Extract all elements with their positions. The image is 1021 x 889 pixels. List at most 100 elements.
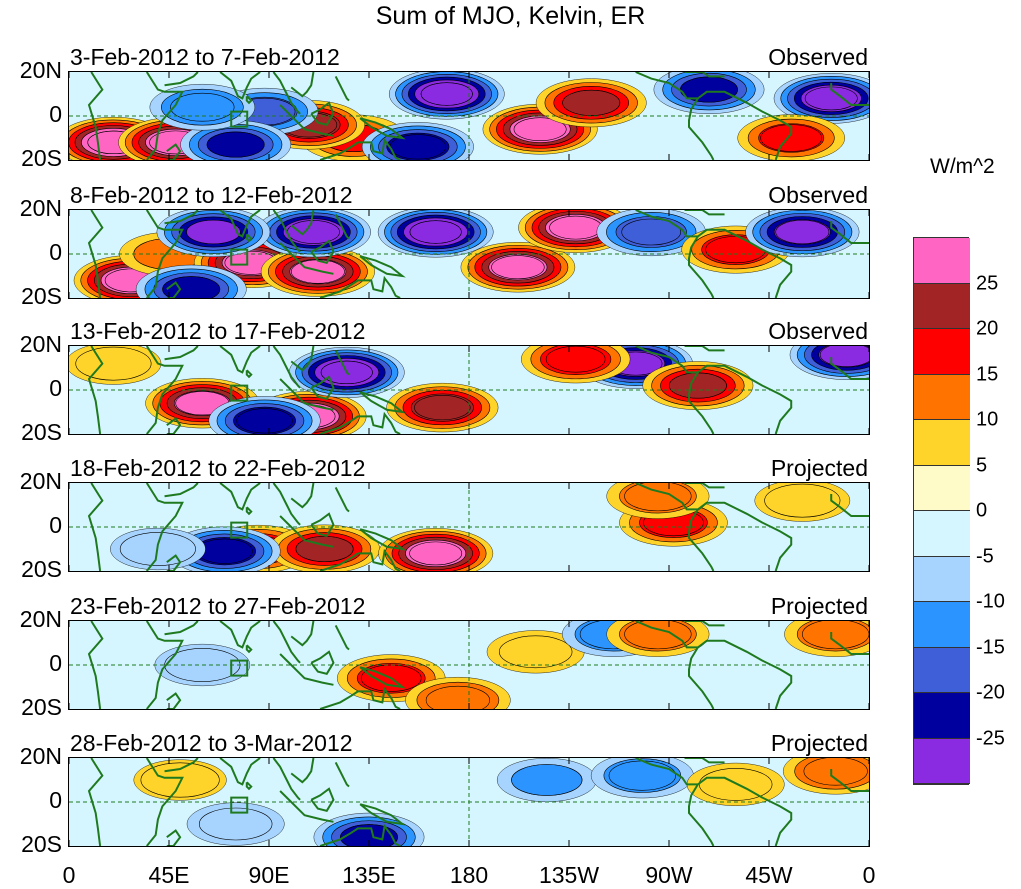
anomaly-contour xyxy=(764,483,841,518)
colorbar-tick-label: -25 xyxy=(976,727,1005,749)
longitude-label: 45E xyxy=(148,862,190,888)
map-plot xyxy=(68,620,870,710)
coastline xyxy=(272,483,301,526)
colorbar-tick-label: 15 xyxy=(976,363,999,385)
map-panel: 18-Feb-2012 to 22-Feb-2012 Projected xyxy=(68,455,870,572)
coastline xyxy=(245,369,253,379)
anomaly-contour xyxy=(162,276,221,298)
longitude-label: 90W xyxy=(645,862,693,888)
coastline xyxy=(688,783,715,846)
anomaly-contour xyxy=(760,124,823,152)
region-box xyxy=(230,248,249,266)
latitude-label: 20N xyxy=(19,331,62,357)
coastline xyxy=(279,653,334,686)
colorbar-box xyxy=(914,647,970,693)
coastline xyxy=(334,761,350,788)
coastline xyxy=(290,621,315,647)
anomaly-contour xyxy=(414,395,471,421)
coastline xyxy=(684,621,725,627)
latitude-label: 20N xyxy=(19,743,62,769)
colorbar xyxy=(913,237,970,785)
anomaly-contour xyxy=(802,621,869,650)
anomaly-contour xyxy=(562,89,621,116)
colorbar-box xyxy=(914,283,970,329)
coastline xyxy=(290,758,315,784)
colorbar-tick-label: -10 xyxy=(976,590,1005,613)
coastline xyxy=(359,528,406,551)
anomaly-contour xyxy=(511,764,583,796)
colorbar-tick-label: -20 xyxy=(976,681,1005,704)
colorbar-box xyxy=(914,374,970,420)
colorbar-box xyxy=(914,693,970,739)
anomaly-contour xyxy=(186,219,241,245)
panel-date-label: 18-Feb-2012 to 22-Feb-2012 xyxy=(70,455,366,481)
map-panel: 8-Feb-2012 to 12-Feb-2012 Observed xyxy=(68,182,870,299)
coastline xyxy=(166,829,182,846)
longitude-label: 90E xyxy=(248,862,290,888)
panel-type-label: Observed xyxy=(768,182,868,208)
coastline xyxy=(164,758,199,773)
coastline xyxy=(279,242,334,275)
coastline xyxy=(272,621,301,664)
anomaly-contour xyxy=(621,218,682,246)
region-box xyxy=(230,521,249,539)
coastline xyxy=(145,346,184,434)
colorbar-tick-label: 25 xyxy=(976,272,999,294)
anomaly-contour xyxy=(236,408,293,434)
coastline xyxy=(245,781,253,791)
map-plot xyxy=(68,345,870,435)
coastline xyxy=(688,97,715,160)
coastline xyxy=(145,758,184,846)
map-panel: 13-Feb-2012 to 17-Feb-2012 Observed xyxy=(68,318,870,435)
coastline xyxy=(319,137,401,160)
coastline xyxy=(272,346,301,389)
longitude-label: 0 xyxy=(62,862,76,888)
colorbar-box xyxy=(914,420,970,466)
anomaly-contour xyxy=(545,346,606,373)
anomaly-contour xyxy=(75,346,152,381)
anomaly-contour xyxy=(170,92,235,122)
panel-date-label: 23-Feb-2012 to 27-Feb-2012 xyxy=(70,593,366,619)
coastline xyxy=(245,644,253,654)
coastline xyxy=(219,758,261,786)
coastline xyxy=(145,483,184,571)
anomaly-contour xyxy=(420,82,473,106)
coastline xyxy=(219,72,261,100)
chart-title: Sum of MJO, Kelvin, ER xyxy=(375,2,646,30)
anomaly-contour xyxy=(819,346,869,367)
longitude-label: 135E xyxy=(342,862,396,888)
latitude-label: 20S xyxy=(21,419,62,445)
map-plot xyxy=(68,757,870,847)
coastline xyxy=(688,646,715,709)
coastline xyxy=(334,213,350,240)
colorbar-tick-label: -5 xyxy=(976,545,994,567)
region-box xyxy=(230,659,249,677)
map-panel: 23-Feb-2012 to 27-Feb-2012 Projected xyxy=(68,593,870,710)
coastline xyxy=(279,790,334,823)
colorbar-box xyxy=(914,465,970,511)
anomaly-contour xyxy=(198,807,273,841)
coastline xyxy=(359,391,406,414)
coastline xyxy=(272,72,301,115)
coastline xyxy=(245,233,253,243)
colorbar-tick-label: 20 xyxy=(976,317,999,340)
colorbar-units: W/m^2 xyxy=(930,155,995,178)
anomaly-contour xyxy=(295,536,354,562)
coastline xyxy=(290,210,315,236)
latitude-label: 20N xyxy=(19,195,62,221)
coastline xyxy=(164,621,199,636)
region-box xyxy=(230,796,249,814)
colorbar-box xyxy=(914,329,970,375)
coastline xyxy=(272,758,301,801)
latitude-label: 20N xyxy=(19,57,62,83)
map-plot xyxy=(68,209,870,299)
coastline xyxy=(166,281,182,298)
coastline xyxy=(219,210,261,238)
coastline xyxy=(688,508,715,571)
coastline xyxy=(635,210,793,298)
panel-type-label: Projected xyxy=(770,730,868,756)
coastline xyxy=(219,483,261,511)
latitude-label: 20S xyxy=(21,556,62,582)
colorbar-box xyxy=(914,556,970,602)
colorbar-box xyxy=(914,738,970,784)
